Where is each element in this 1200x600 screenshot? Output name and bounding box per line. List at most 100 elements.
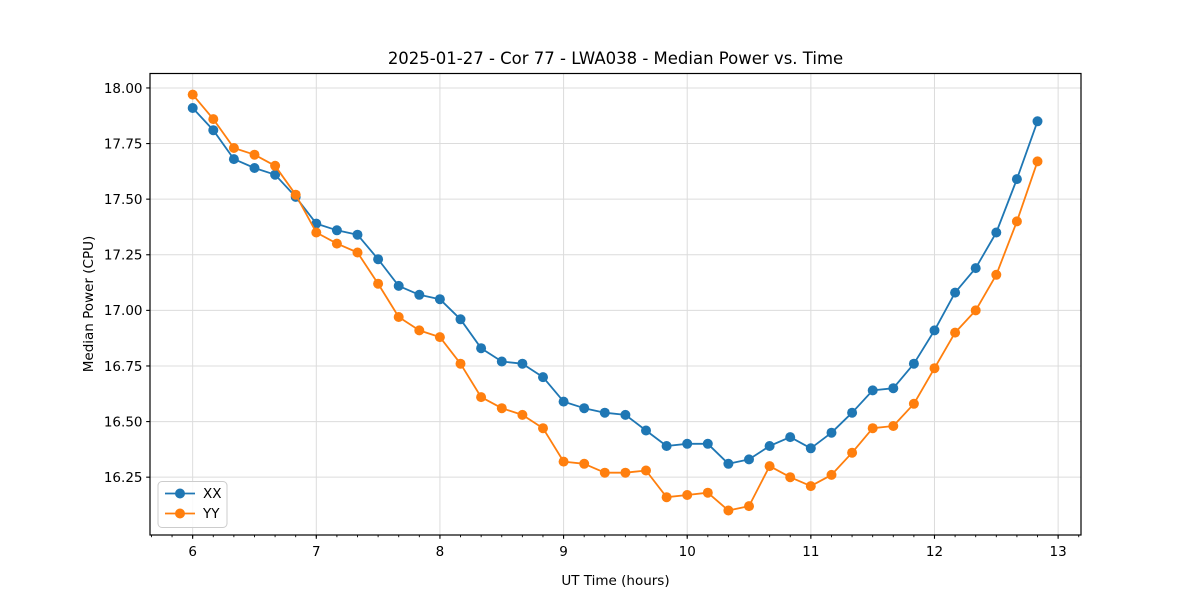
data-point-yy [187,89,198,100]
data-point-xx [187,103,198,113]
data-point-xx [888,383,899,394]
data-point-yy [950,327,961,338]
y-tick-label: 17.00 [104,303,143,319]
data-point-xx [908,358,919,369]
data-point-yy [641,465,651,476]
x-tick-label: 9 [559,544,568,560]
data-point-xx [476,343,487,354]
data-point-xx [455,314,466,325]
y-tick-label: 16.75 [104,359,143,375]
data-point-xx [599,407,610,418]
legend-label-yy: YY [202,506,220,522]
data-point-yy [414,325,425,336]
y-tick-label: 16.25 [104,470,143,486]
data-point-xx [579,403,590,414]
data-point-yy [579,458,590,469]
data-point-xx [991,227,1002,238]
data-point-xx [352,229,363,240]
y-tick-label: 16.50 [104,414,143,430]
data-point-xx [929,325,940,336]
legend: XX YY [157,481,228,528]
data-point-yy [455,358,466,369]
data-point-yy [373,278,384,289]
data-point-yy [1011,216,1022,227]
legend-marker-yy [175,508,185,519]
data-point-xx [434,294,445,305]
y-tick-label: 17.75 [104,136,143,152]
data-point-yy [764,461,775,472]
axis-ticks: 6 7 8 9 10 11 12 13 16.25 16.50 16.75 17.00 17.25 17.… [104,81,1080,560]
data-point-yy [805,481,816,492]
data-point-xx [805,443,816,454]
data-point-yy [867,423,878,434]
legend-marker-xx [175,488,185,499]
data-point-xx [393,280,404,291]
data-point-yy [228,143,239,153]
data-point-xx [1032,116,1043,127]
data-point-xx [950,287,961,298]
gridlines [150,73,1081,535]
y-tick-label: 18.00 [104,81,143,97]
data-point-xx [826,427,837,438]
data-point-xx [641,425,651,436]
data-point-xx [331,225,342,236]
data-point-yy [496,403,507,414]
data-point-xx [558,396,569,407]
x-tick-label: 6 [188,544,197,560]
data-point-xx [661,441,672,451]
data-point-yy [702,487,713,498]
data-point-yy [208,114,219,125]
data-point-yy [785,472,796,483]
data-point-yy [538,423,548,434]
data-point-xx [270,169,281,180]
data-point-xx [208,125,219,136]
data-point-xx [538,372,548,383]
data-series [187,89,1043,516]
data-point-xx [702,438,713,449]
legend-label-xx: XX [203,486,222,502]
y-axis-label: Median Power (CPU) [81,236,97,372]
data-point-xx [373,254,384,265]
data-point-yy [1032,156,1043,167]
data-point-xx [249,163,260,173]
data-point-yy [847,447,858,458]
data-point-yy [517,409,528,420]
data-point-yy [434,332,445,343]
data-point-yy [826,469,837,480]
data-point-yy [599,467,610,478]
chart-line-xx [192,107,1039,465]
x-tick-label: 10 [679,544,696,560]
x-tick-label: 12 [926,544,943,560]
data-point-yy [723,505,734,516]
data-point-yy [970,305,981,316]
data-point-yy [908,398,919,409]
data-point-xx [785,432,796,443]
data-point-yy [270,160,281,171]
data-point-yy [311,227,322,238]
data-point-yy [476,392,487,403]
x-tick-label: 11 [802,544,819,560]
data-point-xx [847,407,858,418]
data-point-yy [888,421,899,431]
data-point-xx [517,358,528,369]
data-point-yy [352,247,363,258]
data-point-yy [929,363,940,374]
data-point-xx [1011,174,1022,185]
y-tick-label: 17.50 [104,192,143,208]
chart-title: 2025-01-27 - Cor 77 - LWA038 - Median Po… [388,49,843,68]
data-point-xx [764,441,775,451]
x-tick-label: 7 [312,544,321,560]
data-point-yy [558,456,569,467]
data-point-yy [991,269,1002,280]
data-point-xx [682,438,693,449]
data-point-xx [496,356,507,367]
chart-line-yy [192,94,1039,512]
data-point-yy [682,490,693,500]
data-point-yy [744,501,754,512]
data-point-yy [620,467,631,478]
plot-border [149,72,1082,536]
data-point-xx [414,289,425,300]
data-point-yy [249,149,260,160]
data-point-xx [228,154,239,165]
